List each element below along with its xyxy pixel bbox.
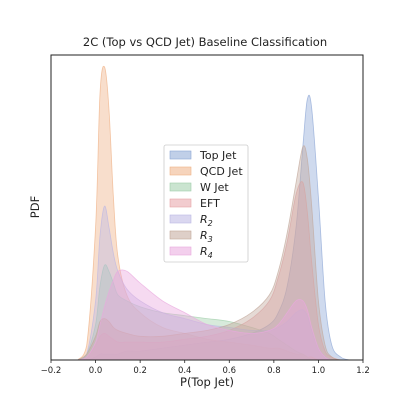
legend-label-subscript: 3 — [208, 235, 213, 244]
x-tick-label: 0.4 — [178, 366, 192, 376]
x-tick-label: 0.6 — [223, 366, 237, 376]
legend-swatch — [169, 214, 192, 224]
chart-title: 2C (Top vs QCD Jet) Baseline Classificat… — [83, 35, 327, 49]
legend-swatch — [169, 182, 192, 192]
legend-label-main: W Jet — [200, 181, 229, 194]
legend-label-main: R — [200, 245, 208, 258]
legend-swatch — [169, 246, 192, 256]
legend-label: W Jet — [200, 181, 229, 194]
area-series-5 — [76, 145, 350, 361]
x-tick-label: 1.0 — [312, 366, 326, 376]
x-tick-label: 0.0 — [89, 366, 103, 376]
legend-label: R2 — [200, 213, 213, 228]
density-areas — [76, 65, 350, 361]
area-series-1 — [76, 65, 350, 361]
legend-swatch — [169, 150, 192, 160]
x-axis-label: P(Top Jet) — [180, 375, 234, 389]
y-axis-label: PDF — [28, 196, 42, 218]
area-series-6 — [77, 269, 350, 361]
x-tick-label: −0.2 — [41, 366, 62, 376]
legend-swatch — [169, 230, 192, 240]
plot-frame — [50, 54, 364, 361]
legend-label-main: R — [200, 229, 208, 242]
legend-swatch — [169, 166, 192, 176]
x-axis-ticks: −0.2 0.0 0.2 0.4 0.6 0.8 1.0 1.2 — [41, 360, 370, 376]
legend-label-main: R — [200, 213, 208, 226]
legend-label-main: QCD Jet — [200, 165, 243, 178]
legend-swatch — [169, 198, 192, 208]
x-tick-label: 1.2 — [356, 366, 370, 376]
legend-label-subscript: 2 — [208, 219, 213, 228]
legend-label: QCD Jet — [200, 165, 243, 178]
legend-label: R4 — [200, 245, 213, 260]
legend-label-main: Top Jet — [199, 149, 237, 162]
legend-label-subscript: 4 — [208, 251, 213, 260]
legend-label: EFT — [200, 197, 220, 210]
x-tick-label: 0.8 — [267, 366, 281, 376]
x-tick-label: 0.2 — [133, 366, 147, 376]
legend-label: Top Jet — [199, 149, 237, 162]
legend-label-main: EFT — [200, 197, 220, 210]
legend-label: R3 — [200, 229, 213, 244]
